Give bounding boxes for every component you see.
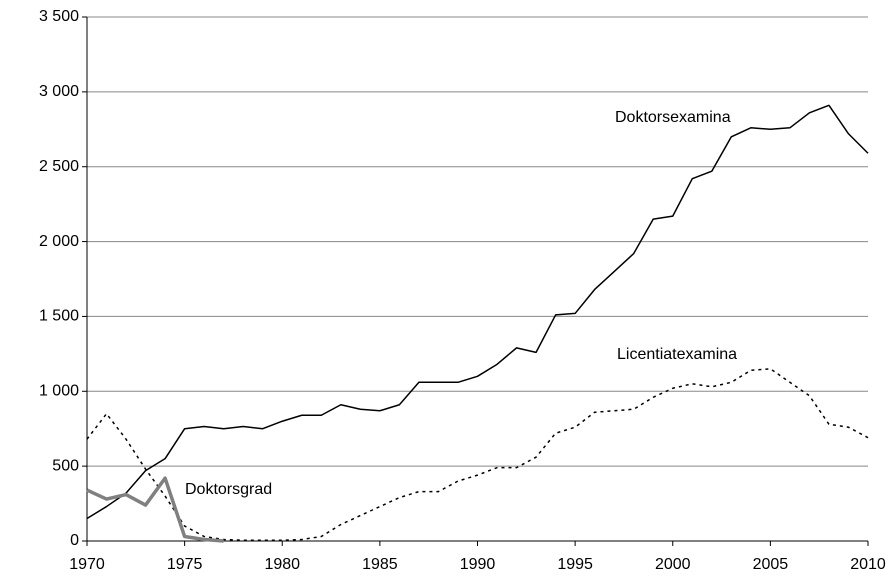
y-tick-label: 1 000 bbox=[39, 383, 79, 400]
series-line bbox=[86, 476, 224, 543]
y-tick-label: 3 000 bbox=[39, 83, 79, 100]
x-tick-label: 1980 bbox=[264, 556, 300, 573]
x-tick-label: 2010 bbox=[850, 556, 886, 573]
x-tick-label: 1985 bbox=[362, 556, 398, 573]
series-label: Licentiatexamina bbox=[617, 346, 737, 363]
y-tick-label: 2 500 bbox=[39, 158, 79, 175]
x-tick-label: 1990 bbox=[460, 556, 496, 573]
y-tick-label: 3 500 bbox=[39, 8, 79, 25]
series-label: Doktorsexamina bbox=[615, 109, 731, 126]
series-line bbox=[86, 368, 869, 542]
series-label: Doktorsgrad bbox=[185, 481, 272, 498]
x-tick-label: 1970 bbox=[69, 556, 105, 573]
x-tick-label: 1995 bbox=[557, 556, 593, 573]
series-line bbox=[86, 104, 869, 520]
x-tick-label: 2000 bbox=[655, 556, 691, 573]
y-tick-label: 1 500 bbox=[39, 308, 79, 325]
y-tick-label: 0 bbox=[70, 532, 79, 549]
x-tick-label: 2005 bbox=[753, 556, 789, 573]
y-tick-label: 2 000 bbox=[39, 233, 79, 250]
x-tick-label: 1975 bbox=[167, 556, 203, 573]
y-tick-label: 500 bbox=[52, 457, 79, 474]
